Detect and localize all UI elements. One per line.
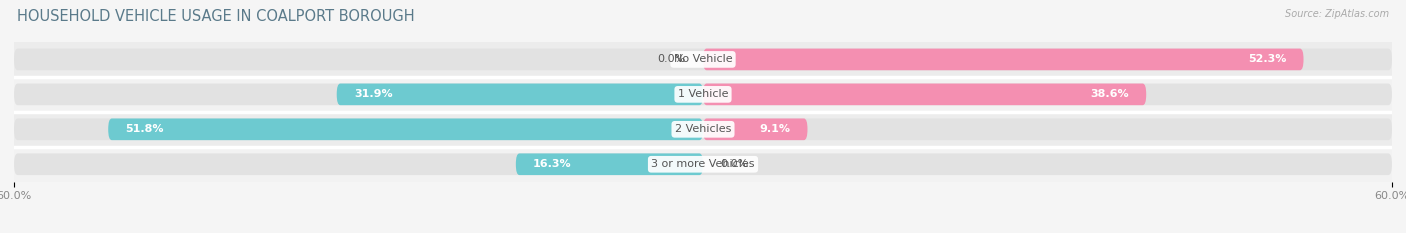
FancyBboxPatch shape	[336, 84, 703, 105]
Text: 38.6%: 38.6%	[1091, 89, 1129, 99]
Text: 0.0%: 0.0%	[720, 159, 748, 169]
Text: 51.8%: 51.8%	[125, 124, 165, 134]
FancyBboxPatch shape	[14, 118, 1392, 140]
Text: 9.1%: 9.1%	[759, 124, 790, 134]
Text: 16.3%: 16.3%	[533, 159, 572, 169]
FancyBboxPatch shape	[0, 147, 1406, 182]
FancyBboxPatch shape	[703, 118, 807, 140]
Text: 31.9%: 31.9%	[354, 89, 392, 99]
Text: 2 Vehicles: 2 Vehicles	[675, 124, 731, 134]
FancyBboxPatch shape	[0, 77, 1406, 112]
Text: 0.0%: 0.0%	[658, 55, 686, 64]
Text: No Vehicle: No Vehicle	[673, 55, 733, 64]
Text: 3 or more Vehicles: 3 or more Vehicles	[651, 159, 755, 169]
FancyBboxPatch shape	[14, 49, 1392, 70]
FancyBboxPatch shape	[703, 84, 1146, 105]
FancyBboxPatch shape	[14, 84, 1392, 105]
FancyBboxPatch shape	[0, 42, 1406, 77]
Text: 1 Vehicle: 1 Vehicle	[678, 89, 728, 99]
FancyBboxPatch shape	[14, 154, 1392, 175]
FancyBboxPatch shape	[0, 112, 1406, 147]
Text: Source: ZipAtlas.com: Source: ZipAtlas.com	[1285, 9, 1389, 19]
FancyBboxPatch shape	[516, 154, 703, 175]
Text: 52.3%: 52.3%	[1249, 55, 1286, 64]
FancyBboxPatch shape	[703, 49, 1303, 70]
Text: HOUSEHOLD VEHICLE USAGE IN COALPORT BOROUGH: HOUSEHOLD VEHICLE USAGE IN COALPORT BORO…	[17, 9, 415, 24]
FancyBboxPatch shape	[108, 118, 703, 140]
